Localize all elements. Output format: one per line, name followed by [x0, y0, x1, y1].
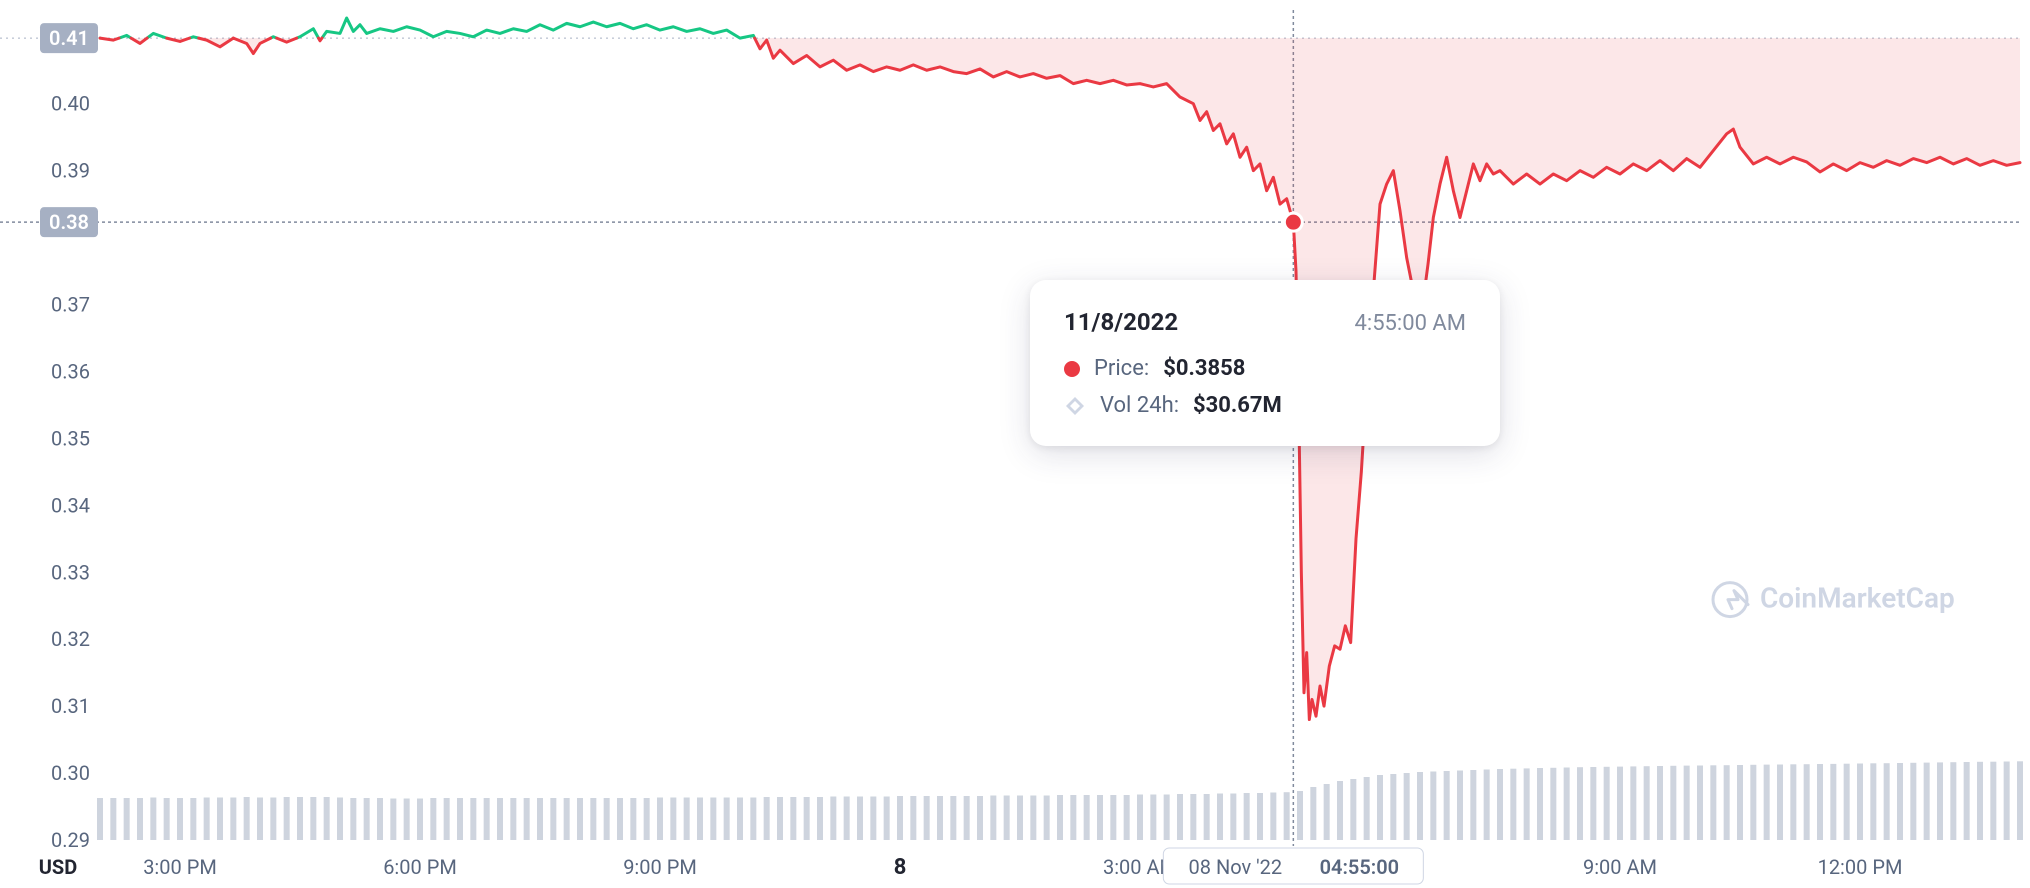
svg-text:12:00 PM: 12:00 PM	[1818, 855, 1903, 879]
svg-text:0.34: 0.34	[51, 493, 90, 517]
svg-text:08 Nov '22: 08 Nov '22	[1189, 855, 1283, 879]
svg-text:0.32: 0.32	[51, 627, 90, 651]
svg-text:04:55:00: 04:55:00	[1320, 855, 1399, 879]
svg-text:0.40: 0.40	[51, 92, 90, 116]
svg-text:0.33: 0.33	[51, 560, 90, 584]
svg-text:0.37: 0.37	[51, 293, 90, 317]
svg-text:3:00 PM: 3:00 PM	[143, 855, 217, 879]
svg-text:0.35: 0.35	[51, 426, 90, 450]
svg-text:6:00 PM: 6:00 PM	[383, 855, 457, 879]
price-chart[interactable]: 0.41 0.38 0.29 0.30 0.31 0.32 0.33 0.34 0.35 0.36…	[0, 0, 2030, 888]
chart-svg[interactable]: 0.41 0.38 0.29 0.30 0.31 0.32 0.33 0.34 0.35 0.36…	[0, 0, 2030, 888]
svg-text:0.29: 0.29	[51, 828, 90, 852]
svg-text:9:00 PM: 9:00 PM	[623, 855, 697, 879]
svg-text:8: 8	[894, 855, 907, 880]
svg-text:0.30: 0.30	[51, 761, 90, 785]
svg-text:9:00 AM: 9:00 AM	[1583, 855, 1657, 879]
svg-text:USD: USD	[39, 855, 78, 879]
svg-text:0.31: 0.31	[51, 694, 90, 718]
svg-text:CoinMarketCap: CoinMarketCap	[1760, 582, 1955, 615]
svg-text:0.36: 0.36	[51, 359, 90, 383]
svg-text:0.41: 0.41	[49, 26, 89, 50]
svg-text:0.39: 0.39	[51, 159, 90, 183]
svg-text:0.38: 0.38	[49, 210, 89, 234]
